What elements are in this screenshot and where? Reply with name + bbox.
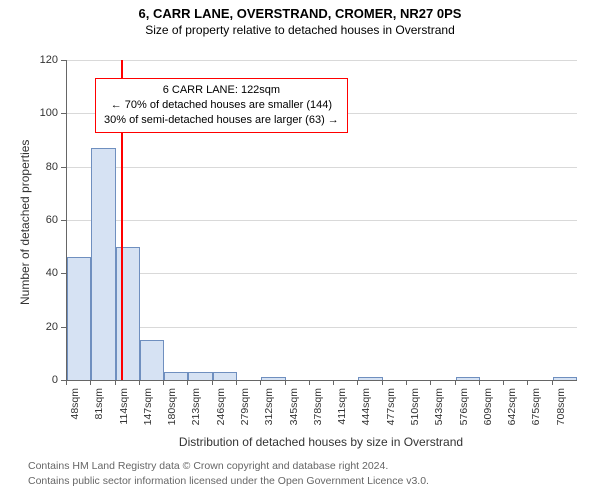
x-tick [309, 380, 310, 385]
y-tick [61, 113, 66, 114]
y-axis-label: Number of detached properties [18, 140, 32, 305]
x-tick-label: 411sqm [336, 388, 348, 425]
annotation-line-1: 6 CARR LANE: 122sqm [104, 83, 339, 98]
histogram-bar [91, 148, 115, 380]
histogram-bar [213, 372, 237, 380]
histogram-bar [358, 377, 382, 380]
x-tick-label: 312sqm [263, 388, 275, 425]
annotation-line-2: ← 70% of detached houses are smaller (14… [104, 98, 339, 113]
footer-line-2: Contains public sector information licen… [28, 475, 429, 487]
x-tick [285, 380, 286, 385]
gridline [67, 220, 577, 221]
x-tick [503, 380, 504, 385]
y-tick [61, 273, 66, 274]
x-tick [527, 380, 528, 385]
histogram-bar [261, 377, 285, 380]
x-tick-label: 147sqm [142, 388, 154, 425]
x-tick-label: 444sqm [360, 388, 372, 425]
x-tick [430, 380, 431, 385]
x-axis-label: Distribution of detached houses by size … [66, 435, 576, 449]
x-tick-label: 576sqm [458, 388, 470, 425]
x-tick [357, 380, 358, 385]
annotation-box: 6 CARR LANE: 122sqm ← 70% of detached ho… [95, 78, 348, 133]
y-tick [61, 327, 66, 328]
y-tick-label: 100 [0, 107, 58, 119]
x-tick-label: 180sqm [166, 388, 178, 425]
x-tick [115, 380, 116, 385]
gridline [67, 60, 577, 61]
x-tick [90, 380, 91, 385]
x-tick [455, 380, 456, 385]
histogram-bar [164, 372, 188, 380]
histogram-bar [140, 340, 164, 380]
y-tick [61, 220, 66, 221]
y-tick [61, 167, 66, 168]
x-tick [187, 380, 188, 385]
y-tick-label: 20 [0, 321, 58, 333]
gridline [67, 273, 577, 274]
chart-subtitle: Size of property relative to detached ho… [0, 21, 600, 37]
x-tick-label: 246sqm [215, 388, 227, 425]
gridline [67, 167, 577, 168]
x-tick [333, 380, 334, 385]
x-tick-label: 675sqm [530, 388, 542, 425]
x-tick-label: 114sqm [118, 388, 130, 425]
x-tick-label: 609sqm [482, 388, 494, 425]
chart-title: 6, CARR LANE, OVERSTRAND, CROMER, NR27 0… [0, 0, 600, 21]
histogram-bar [67, 257, 91, 380]
x-tick [163, 380, 164, 385]
x-tick [139, 380, 140, 385]
footer-line-1: Contains HM Land Registry data © Crown c… [28, 460, 388, 472]
histogram-bar [116, 247, 140, 380]
gridline [67, 327, 577, 328]
x-tick-label: 642sqm [506, 388, 518, 425]
y-tick-label: 120 [0, 54, 58, 66]
x-tick-label: 477sqm [385, 388, 397, 425]
x-tick-label: 279sqm [239, 388, 251, 425]
x-tick [406, 380, 407, 385]
histogram-bar [188, 372, 212, 380]
annotation-line-3: 30% of semi-detached houses are larger (… [104, 113, 339, 128]
x-tick-label: 81sqm [93, 388, 105, 420]
x-tick-label: 213sqm [190, 388, 202, 425]
x-tick [552, 380, 553, 385]
x-tick-label: 378sqm [312, 388, 324, 425]
x-tick-label: 510sqm [409, 388, 421, 425]
y-tick [61, 60, 66, 61]
x-tick [236, 380, 237, 385]
x-tick-label: 708sqm [555, 388, 567, 425]
histogram-bar [553, 377, 577, 380]
histogram-bar [456, 377, 480, 380]
x-tick-label: 543sqm [433, 388, 445, 425]
x-tick [260, 380, 261, 385]
x-tick-label: 345sqm [288, 388, 300, 425]
x-tick [212, 380, 213, 385]
x-tick-label: 48sqm [69, 388, 81, 420]
x-tick [479, 380, 480, 385]
x-tick [66, 380, 67, 385]
y-tick-label: 0 [0, 374, 58, 386]
x-tick [382, 380, 383, 385]
